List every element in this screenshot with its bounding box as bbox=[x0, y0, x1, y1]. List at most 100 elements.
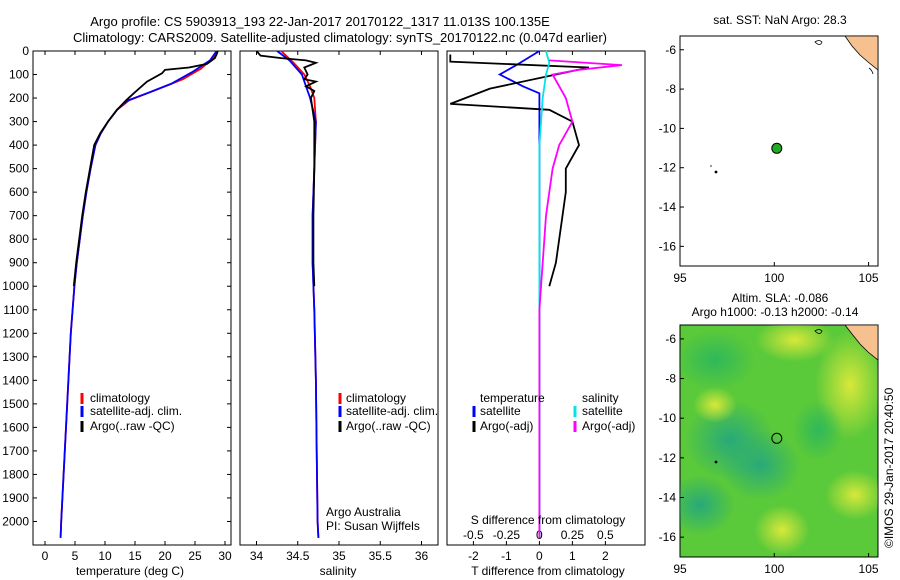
x-tick-label: 20 bbox=[158, 549, 172, 563]
legend-label-climatology: climatology bbox=[346, 391, 406, 405]
sla-map-title: Altim. SLA: -0.086 bbox=[732, 291, 829, 305]
salinity-axis-ticks: 34 34.5 35 35.5 36 bbox=[250, 51, 429, 563]
temperature-plot-frame bbox=[32, 50, 232, 546]
salinity-annotation-line1: Argo Australia bbox=[326, 505, 401, 519]
y-tick-label: -6 bbox=[665, 43, 676, 57]
s-difference-label: S difference from climatology bbox=[471, 513, 626, 527]
y-tick-label: 200 bbox=[9, 91, 29, 105]
christmas-island bbox=[714, 170, 718, 174]
y-tick-label: 2000 bbox=[2, 514, 29, 528]
x-tick-label: 35 bbox=[332, 549, 346, 563]
x-tick-label: 36 bbox=[415, 549, 429, 563]
y-tick-label: 1500 bbox=[2, 397, 29, 411]
y-tick-label: 1000 bbox=[2, 279, 29, 293]
sumatra-coast bbox=[844, 325, 878, 361]
salinity-legend: climatology satellite-adj. clim. Argo(..… bbox=[338, 391, 438, 433]
sst-map-axis-ticks: 95 100 105 -6 -8 -10 -12 -14 -16 bbox=[659, 43, 879, 285]
sla-map-subtitle: Argo h1000: -0.13 h2000: -0.14 bbox=[692, 305, 859, 319]
imos-credit: ©IMOS 29-Jan-2017 20:40:50 bbox=[882, 387, 896, 548]
y-tick-label: 700 bbox=[9, 209, 29, 223]
x-tick-label: 0 bbox=[42, 549, 49, 563]
t-difference-axis-ticks: -2 -1 0 1 2 bbox=[468, 51, 609, 563]
y-tick-label: -14 bbox=[659, 491, 677, 505]
y-tick-label: 0 bbox=[22, 44, 29, 58]
y-tick-label: -16 bbox=[659, 530, 677, 544]
y-tick-label: 500 bbox=[9, 162, 29, 176]
x-tick-label: 30 bbox=[218, 549, 232, 563]
y-tick-label: -12 bbox=[659, 451, 677, 465]
island-outline bbox=[814, 329, 823, 334]
salinity-series bbox=[255, 50, 320, 538]
figure-subtitle: Climatology: CARS2009. Satellite-adjuste… bbox=[73, 30, 607, 45]
y-tick-label: 100 bbox=[9, 68, 29, 82]
x-tick-label: 25 bbox=[188, 549, 202, 563]
temperature-legend: climatology satellite-adj. clim. Argo(..… bbox=[80, 391, 182, 433]
legend-label-sal-satellite: satellite bbox=[582, 404, 623, 418]
y-tick-label: 300 bbox=[9, 115, 29, 129]
series-line bbox=[72, 50, 219, 287]
x-tick-label: 5 bbox=[72, 549, 79, 563]
x2-tick-label: 0.25 bbox=[561, 528, 585, 542]
salinity-plot-frame bbox=[239, 50, 439, 546]
difference-legend: temperature satellite Argo(-adj) salinit… bbox=[472, 391, 635, 433]
y-tick-label: 1200 bbox=[2, 326, 29, 340]
island-dot bbox=[710, 165, 712, 167]
y-tick-label: -14 bbox=[659, 200, 677, 214]
figure-title: Argo profile: CS 5903913_193 22-Jan-2017… bbox=[90, 14, 550, 29]
x-tick-label: 95 bbox=[673, 271, 687, 285]
sla-field bbox=[680, 325, 878, 555]
x-tick-label: 1 bbox=[569, 549, 576, 563]
x2-tick-label: 0.5 bbox=[597, 528, 614, 542]
legend-label-satellite: satellite-adj. clim. bbox=[90, 404, 182, 418]
y-tick-label: 1900 bbox=[2, 491, 29, 505]
y-tick-label: 1100 bbox=[3, 303, 29, 317]
legend-label-sal-argo: Argo(-adj) bbox=[582, 419, 635, 433]
x-tick-label: 2 bbox=[602, 549, 609, 563]
y-tick-label: -10 bbox=[659, 411, 677, 425]
legend-heading-temperature: temperature bbox=[480, 391, 545, 405]
x-tick-label: 34.5 bbox=[286, 549, 310, 563]
argo-position-marker bbox=[771, 432, 783, 444]
y-tick-label: 1700 bbox=[2, 444, 29, 458]
depth-axis-ticks: 0 100 200 300 400 500 600 700 800 900 1000 1100 1200… bbox=[2, 44, 231, 528]
sst-map-panel: sat. SST: NaN Argo: 28.3 95 100 105 -6 -8 -10… bbox=[659, 13, 879, 285]
y-tick-label: 400 bbox=[9, 138, 29, 152]
christmas-island bbox=[714, 460, 718, 464]
salinity-panel: 34 34.5 35 35.5 36 climatology satellite-adj… bbox=[239, 50, 439, 578]
island-outline bbox=[814, 40, 823, 45]
y-tick-label: 1400 bbox=[2, 373, 29, 387]
y-tick-label: 1600 bbox=[2, 420, 29, 434]
y-tick-label: -12 bbox=[659, 161, 677, 175]
legend-label-climatology: climatology bbox=[90, 391, 150, 405]
temperature-x-label: temperature (deg C) bbox=[76, 564, 184, 578]
sst-map-title: sat. SST: NaN Argo: 28.3 bbox=[713, 13, 847, 27]
x-tick-label: -2 bbox=[468, 549, 479, 563]
sumatra-coast bbox=[844, 36, 878, 71]
sla-map-axis-ticks: 95 100 105 -6 -8 -10 -12 -14 -16 bbox=[659, 332, 879, 576]
difference-series bbox=[449, 50, 622, 538]
y-tick-label: -8 bbox=[665, 372, 676, 386]
legend-label-temp-argo: Argo(-adj) bbox=[480, 419, 533, 433]
difference-panel: -2 -1 0 1 2 -0.5 -0.25 0 0.25 0.5 temperature sa… bbox=[446, 50, 646, 578]
x2-tick-label: -0.5 bbox=[463, 528, 484, 542]
x-tick-label: 10 bbox=[98, 549, 112, 563]
difference-plot-frame bbox=[446, 50, 646, 546]
y-tick-label: -16 bbox=[659, 239, 677, 253]
island-outline bbox=[868, 67, 874, 75]
x-tick-label: 105 bbox=[859, 271, 879, 285]
legend-heading-salinity: salinity bbox=[582, 391, 619, 405]
x-tick-label: 0 bbox=[536, 549, 543, 563]
y-tick-label: 800 bbox=[9, 232, 29, 246]
x-tick-label: 34 bbox=[250, 549, 264, 563]
legend-label-argo: Argo(..raw -QC) bbox=[90, 419, 175, 433]
legend-label-temp-satellite: satellite bbox=[480, 404, 521, 418]
x-tick-label: 15 bbox=[128, 549, 142, 563]
sla-map-panel: Altim. SLA: -0.086 Argo h1000: -0.13 h20… bbox=[659, 291, 879, 576]
x-tick-label: 100 bbox=[764, 562, 784, 576]
y-tick-label: -6 bbox=[665, 332, 676, 346]
legend-label-argo: Argo(..raw -QC) bbox=[346, 419, 431, 433]
x-tick-label: 105 bbox=[859, 562, 879, 576]
legend-label-satellite: satellite-adj. clim. bbox=[346, 404, 438, 418]
series-line bbox=[538, 59, 622, 538]
